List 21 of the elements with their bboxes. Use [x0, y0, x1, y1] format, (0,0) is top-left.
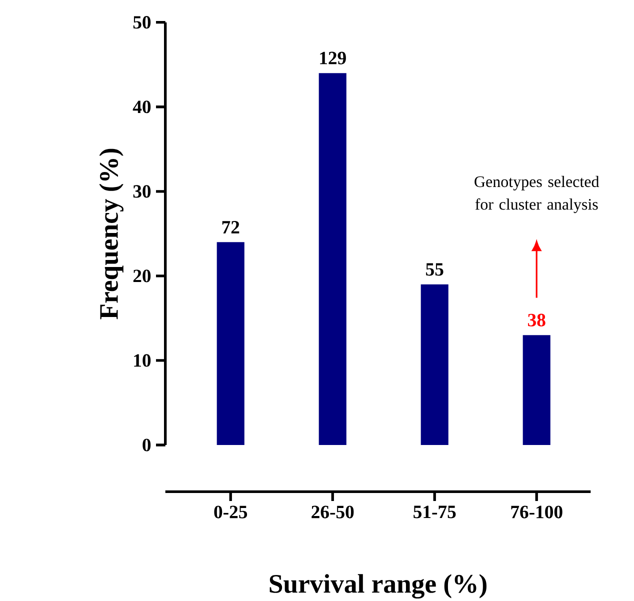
x-tick-label: 51-75: [414, 506, 456, 518]
bar: [216, 242, 244, 445]
x-tick-label: 0-25: [214, 506, 248, 518]
x-tick-label: 76-100: [511, 506, 562, 518]
y-axis-title: Frequency (%): [99, 148, 124, 320]
annotation: 72: [222, 221, 240, 234]
annotation: Genotypes selected for cluster analysis: [474, 176, 600, 214]
annotation: 129: [320, 52, 346, 64]
y-tick-label: 10: [134, 354, 151, 367]
y-tick-label: 30: [133, 185, 151, 198]
bar: [420, 284, 448, 445]
y-tick-label: 0: [142, 438, 151, 452]
y-tick-label: 50: [133, 16, 151, 29]
y-tick-label: 20: [133, 270, 151, 282]
bar: [522, 335, 550, 445]
bar: [318, 73, 346, 445]
x-axis-title: Survival range (%): [270, 574, 486, 599]
y-tick-label: 40: [132, 100, 151, 114]
annotation: 38: [528, 314, 546, 326]
x-tick-label: 26-50: [312, 506, 354, 518]
annotation: 55: [426, 263, 444, 276]
